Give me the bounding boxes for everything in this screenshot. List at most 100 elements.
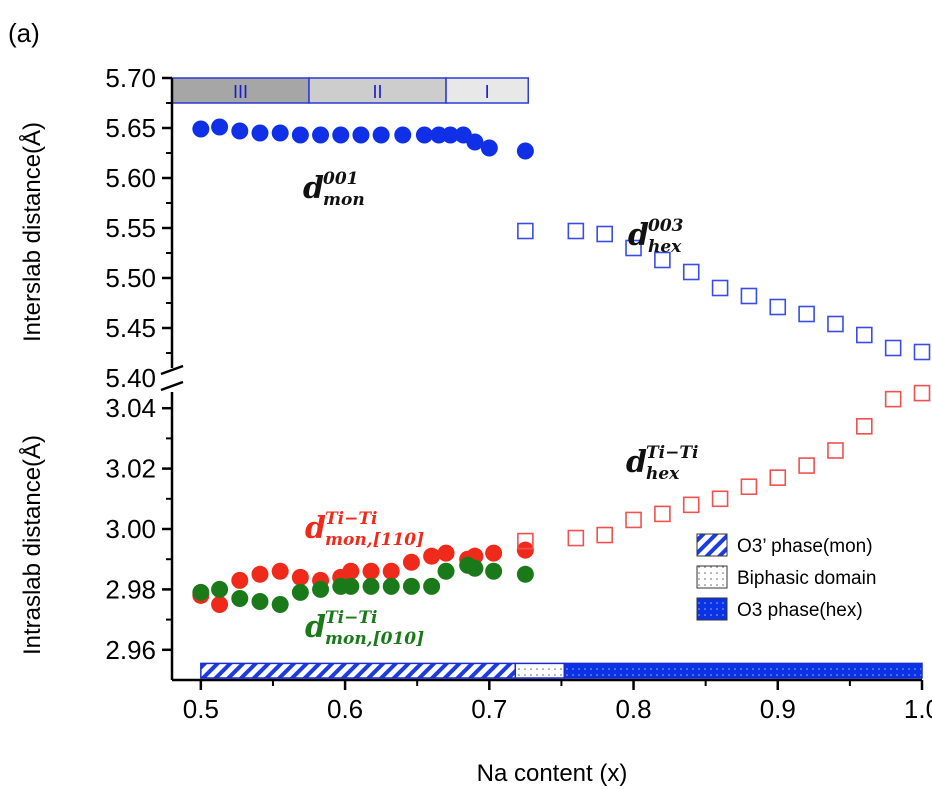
annotation-dmon010-subscript: mon,[010] [325, 629, 424, 649]
lower-y-tick-label-2: 3.00 [105, 514, 156, 544]
phase-bar-segment-1 [200, 662, 517, 679]
legend-swatch-1 [696, 533, 728, 557]
upper-d001mon-point-15 [466, 133, 484, 151]
phase-bar-segment-3 [563, 662, 923, 679]
lower-dhexTiTi-point-6 [711, 490, 729, 508]
annotation-dmon110-superscript: Ti−Ti [325, 509, 377, 529]
lower-dmon010-point-4 [271, 596, 289, 613]
lower-dmon010-point-0 [192, 583, 210, 601]
x-tick-label-2: 0.7 [471, 694, 507, 724]
upper-d003hex-point-6 [711, 279, 729, 297]
x-tick-label-0: 0.5 [183, 694, 219, 724]
x-axis-title: Na content (x) [477, 760, 628, 787]
upper-d001mon-point-6 [312, 126, 330, 144]
region-box-3 [445, 77, 529, 104]
upper-y-tick-label-3: 5.55 [105, 213, 156, 243]
annotation-dhexTiTi-symbol: d [626, 445, 647, 480]
lower-dhexTiTi-point-10 [827, 442, 844, 459]
lower-dmon110-point-11 [402, 553, 420, 571]
axis-break-bottom [160, 380, 184, 392]
upper-d003hex-point-12 [884, 339, 902, 357]
upper-d001mon-point-11 [415, 126, 433, 144]
annotation-dhexTiTi-subscript: hex [646, 464, 680, 484]
lower-dmon010-point-11 [402, 577, 420, 595]
legend-label-1: O3’ phase(mon) [737, 536, 873, 557]
upper-y-tick-label-1: 5.45 [105, 313, 156, 343]
upper-y-axis-title: Interslab distance(Å) [18, 122, 46, 342]
lower-dhexTiTi-point-12 [884, 390, 902, 408]
x-tick-label-3: 0.8 [615, 694, 651, 724]
legend-swatch-3 [696, 597, 728, 621]
upper-d003hex-point-3 [625, 239, 642, 257]
phase-bar-segment-2 [514, 662, 566, 679]
annotation-d003hex-superscript: 003 [648, 216, 684, 236]
lower-dhexTiTi-point-5 [682, 496, 700, 514]
lower-dmon010-point-8 [342, 577, 360, 595]
lower-dmon010-point-5 [291, 583, 309, 601]
lower-dmon110-point-10 [382, 562, 400, 580]
lower-y-tick-label-4: 3.04 [105, 393, 156, 423]
lower-dmon010-point-17 [516, 565, 534, 583]
region-box-2 [308, 77, 447, 104]
upper-d001mon-point-0 [192, 120, 210, 138]
lower-dhexTiTi-point-9 [798, 457, 815, 474]
lower-dhexTiTi-point-2 [596, 526, 613, 544]
lower-dmon110-point-13 [437, 544, 455, 562]
annotation-dmon010-superscript: Ti−Ti [325, 608, 377, 628]
axis-break-top [160, 364, 184, 376]
region-label-2: II [373, 82, 383, 102]
lower-y-axis-title: Intraslab distance(Å) [18, 435, 46, 655]
region-label-1: III [233, 82, 248, 102]
lower-dmon010-point-13 [437, 562, 455, 580]
lower-dmon010-point-15 [466, 559, 484, 577]
upper-y-tick-label-5: 5.65 [105, 113, 156, 143]
annotation-dmon110-symbol: d [305, 511, 326, 546]
lower-dhexTiTi-point-3 [625, 511, 642, 529]
annotation-d003hex-subscript: hex [648, 237, 682, 257]
legend-swatch-2 [696, 565, 728, 589]
lower-dmon010-point-6 [312, 580, 330, 598]
upper-d003hex-point-1 [567, 222, 585, 240]
upper-d003hex-point-9 [798, 305, 815, 323]
upper-y-tick-label-2: 5.50 [105, 263, 156, 293]
lower-y-tick-label-1: 2.98 [105, 574, 156, 604]
panel-label: (a) [8, 18, 40, 48]
annotation-d001mon-subscript: mon [323, 190, 365, 210]
lower-dmon110-point-9 [362, 562, 380, 580]
lower-dmon110-point-3 [251, 565, 269, 583]
annotation-d001mon-superscript: 001 [323, 169, 359, 189]
lower-dmon010-point-10 [382, 577, 400, 595]
upper-d001mon-point-4 [271, 124, 289, 142]
lower-dmon010-point-1 [211, 580, 229, 598]
lower-dmon110-point-2 [231, 571, 249, 589]
annotation-d003hex-symbol: d [628, 218, 649, 253]
x-tick-label-5: 1.0 [904, 694, 932, 724]
upper-d003hex-point-0 [517, 222, 534, 240]
annotation-dmon110-subscript: mon,[110] [325, 530, 424, 550]
annotation-d001mon-symbol: d [303, 171, 324, 206]
lower-dmon110-point-4 [271, 562, 289, 580]
legend-label-2: Biphasic domain [737, 568, 876, 589]
upper-y-tick-label-4: 5.60 [105, 163, 156, 193]
upper-d001mon-point-2 [231, 122, 249, 140]
upper-d001mon-point-17 [516, 142, 534, 160]
lower-dhexTiTi-point-1 [567, 529, 585, 547]
upper-d001mon-point-13 [441, 126, 459, 144]
upper-d003hex-point-11 [856, 326, 873, 344]
lower-dmon110-point-8 [342, 562, 360, 580]
lower-dhexTiTi-point-0 [517, 532, 534, 550]
lower-dmon010-point-3 [251, 592, 269, 610]
annotation-dmon010-symbol: d [305, 610, 326, 645]
lower-dmon010-point-16 [485, 562, 503, 580]
upper-d001mon-point-10 [394, 126, 412, 144]
lower-dmon110-point-17 [516, 541, 534, 559]
lower-dhexTiTi-point-4 [654, 505, 671, 523]
upper-d003hex-point-4 [654, 251, 671, 269]
upper-y-tick-label-6: 5.70 [105, 63, 156, 93]
